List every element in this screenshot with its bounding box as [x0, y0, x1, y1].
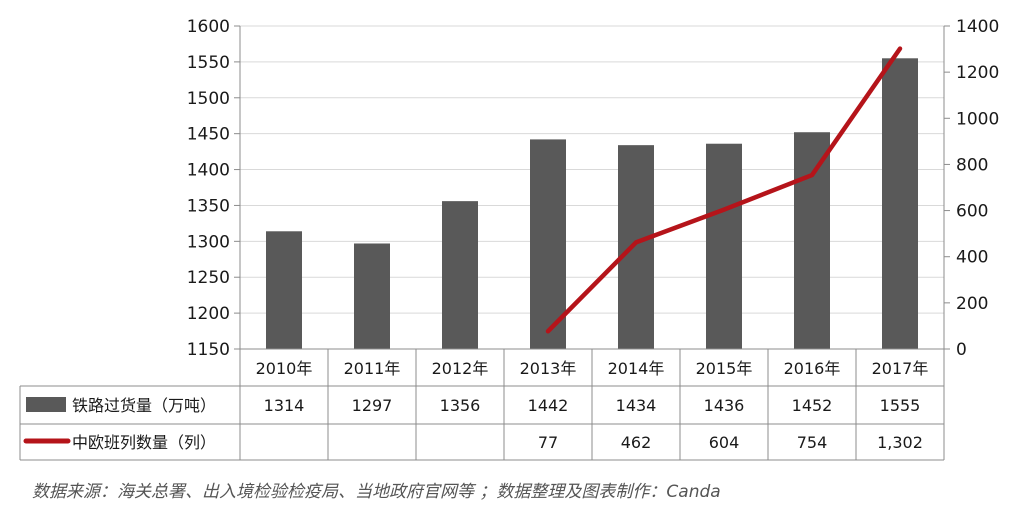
- bars-layer: [266, 58, 918, 350]
- bar: [882, 58, 918, 350]
- bar-value-cell: 1452: [792, 396, 833, 415]
- line-value-cell: 1,302: [877, 433, 923, 452]
- y-right-tick-label: 1400: [956, 17, 999, 37]
- line-value-cell: 462: [621, 433, 652, 452]
- category-label: 2012年: [432, 359, 489, 378]
- legend-bar-swatch: [26, 397, 66, 412]
- category-label: 2015年: [696, 359, 753, 378]
- bar-value-cell: 1555: [880, 396, 921, 415]
- bar: [706, 143, 742, 349]
- line-layer: [545, 46, 903, 334]
- bar-value-cell: 1356: [440, 396, 481, 415]
- data-table: 2010年 2011年 2012年 2013年 2014年 2015年 2016年 2017年…: [19, 348, 945, 461]
- y-left-tick-label: 1150: [187, 340, 230, 360]
- combo-chart: 1150 1200 1250 1300 1350 1400 1450 1500 1550 1600…: [19, 17, 1000, 461]
- category-label: 2017年: [872, 359, 929, 378]
- bar-value-cell: 1442: [528, 396, 569, 415]
- line-value-cell: 754: [797, 433, 828, 452]
- legend-line-label: 中欧班列数量（列）: [72, 433, 216, 452]
- y-left-tick-label: 1350: [187, 196, 230, 216]
- y-left-tick-label: 1600: [187, 17, 230, 37]
- line-value-cell: 604: [709, 433, 740, 452]
- y-left-tick-label: 1200: [187, 304, 230, 324]
- bar-value-cell: 1314: [264, 396, 305, 415]
- axes-layer: 1150 1200 1250 1300 1350 1400 1450 1500 1550 1600…: [187, 17, 1000, 360]
- source-note: 数据来源：海关总署、出入境检验检疫局、当地政府官网等 ；数据整理及图表制作：Ca…: [32, 482, 721, 502]
- y-left-tick-label: 1450: [187, 125, 230, 145]
- bar: [794, 132, 830, 349]
- y-left-tick-label: 1550: [187, 53, 230, 73]
- bar: [618, 145, 654, 349]
- category-label: 2013年: [520, 359, 577, 378]
- category-label: 2010年: [256, 359, 313, 378]
- category-label: 2014年: [608, 359, 665, 378]
- series-line: [545, 46, 903, 334]
- bar: [266, 231, 302, 349]
- y-right-tick-label: 1200: [956, 63, 999, 83]
- y-right-tick-label: 600: [956, 202, 988, 222]
- y-left-tick-label: 1250: [187, 268, 230, 288]
- line-value-cell: 77: [538, 433, 558, 452]
- bar-value-cell: 1297: [352, 396, 393, 415]
- grid-layer: [240, 25, 944, 314]
- y-left-tick-label: 1400: [187, 161, 230, 181]
- bar: [442, 201, 478, 349]
- category-label: 2011年: [344, 359, 401, 378]
- y-right-tick-label: 0: [956, 340, 967, 360]
- y-right-tick-label: 400: [956, 248, 988, 268]
- y-right-tick-label: 200: [956, 294, 988, 314]
- y-right-tick-label: 800: [956, 155, 988, 175]
- bar-value-cell: 1436: [704, 396, 745, 415]
- legend-bar-label: 铁路过货量（万吨）: [72, 396, 216, 415]
- category-label: 2016年: [784, 359, 841, 378]
- bar: [354, 243, 390, 349]
- y-right-tick-label: 1000: [956, 109, 999, 129]
- bar-value-cell: 1434: [616, 396, 657, 415]
- y-left-tick-label: 1300: [187, 232, 230, 252]
- y-left-tick-label: 1500: [187, 89, 230, 109]
- bar: [530, 139, 566, 349]
